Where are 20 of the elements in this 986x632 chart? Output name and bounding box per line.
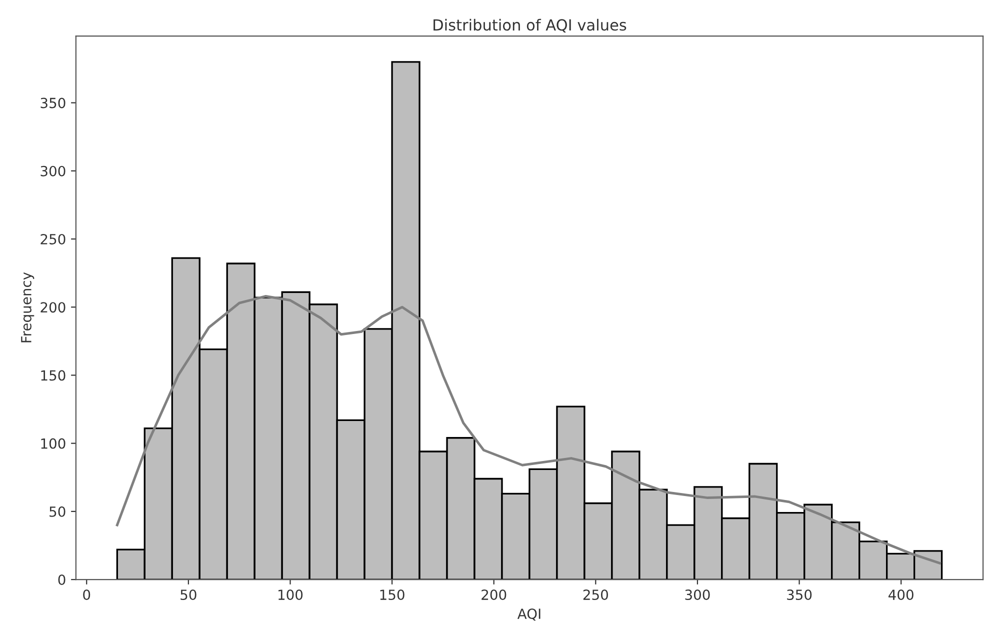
y-tick-label: 250	[40, 234, 66, 244]
x-tick-label: 0	[83, 590, 90, 600]
y-tick-label: 200	[40, 302, 66, 313]
x-tick-label: 150	[380, 590, 404, 600]
y-tick-label: 350	[40, 98, 66, 108]
x-tick-label: 300	[685, 590, 710, 600]
x-tick-label: 50	[180, 590, 196, 600]
y-tick-label: 300	[40, 166, 66, 176]
y-tick-label: 100	[41, 438, 66, 449]
x-tick-label: 350	[787, 590, 812, 600]
x-tick-label: 250	[583, 590, 608, 600]
x-tick-label: 200	[482, 590, 506, 600]
x-axis-title: AQI	[517, 608, 540, 621]
x-tick-label: 100	[278, 590, 303, 600]
y-tick-label: 0	[58, 574, 66, 586]
chart-title: Distribution of AQI values	[434, 18, 626, 32]
x-tick-label: 400	[888, 590, 914, 600]
y-tick-label: 50	[50, 506, 66, 517]
y-axis-title: Frequency	[21, 272, 34, 342]
y-tick-label: 150	[41, 370, 66, 381]
